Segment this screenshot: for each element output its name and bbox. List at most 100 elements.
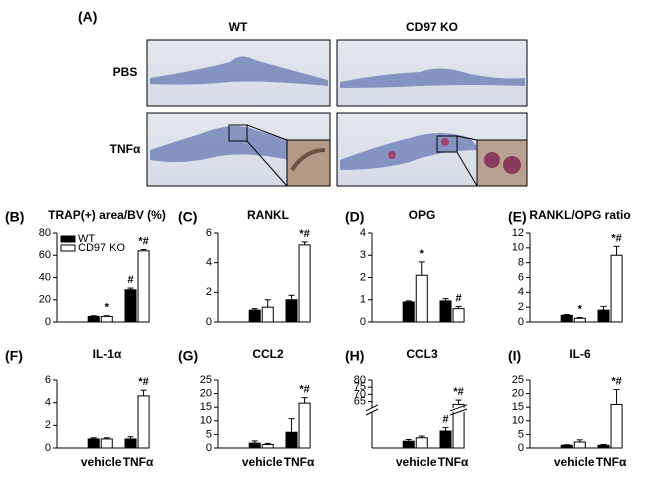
y-tick-label: 20 bbox=[200, 388, 212, 400]
annotation: *# bbox=[611, 232, 621, 244]
panel-label: (A) bbox=[78, 9, 97, 25]
panel-label: (I) bbox=[508, 348, 521, 364]
bar bbox=[597, 444, 610, 449]
x-tick-label: TNFα bbox=[123, 455, 154, 469]
x-tick-label: vehicle bbox=[396, 455, 437, 469]
x-tick-label: vehicle bbox=[81, 455, 122, 469]
annotation: * bbox=[420, 248, 425, 260]
x-tick-label: TNFα bbox=[438, 455, 469, 469]
bar bbox=[452, 308, 465, 323]
bar bbox=[560, 444, 573, 449]
bar bbox=[248, 309, 261, 323]
y-tick-label: 0 bbox=[45, 316, 51, 328]
y-tick-label: 2 bbox=[360, 271, 366, 283]
panel-label: (D) bbox=[345, 209, 364, 225]
y-tick-label: 4 bbox=[206, 257, 212, 269]
y-tick-label: 6 bbox=[45, 374, 51, 386]
y-tick-label: 0 bbox=[206, 442, 212, 454]
annotation: *# bbox=[453, 386, 463, 398]
panel-label: (E) bbox=[508, 209, 527, 225]
y-tick-label: 2 bbox=[518, 301, 524, 313]
y-tick-label: 0 bbox=[518, 316, 524, 328]
annotation: * bbox=[105, 302, 110, 314]
y-tick-label: 10 bbox=[512, 415, 524, 427]
y-tick-label: 8 bbox=[518, 257, 524, 269]
bar bbox=[100, 438, 113, 449]
chart-title: TRAP(+) area/BV (%) bbox=[48, 208, 166, 222]
legend-swatch bbox=[60, 244, 76, 252]
y-tick-label: 10 bbox=[200, 415, 212, 427]
y-tick-label: 65 bbox=[354, 395, 366, 407]
bar bbox=[87, 438, 100, 449]
y-tick-label: 15 bbox=[200, 401, 212, 413]
annotation: # bbox=[127, 274, 133, 286]
bar bbox=[285, 299, 298, 323]
panel-label: (G) bbox=[178, 348, 198, 364]
bar bbox=[137, 395, 150, 449]
y-tick-label: 0 bbox=[45, 442, 51, 454]
bar bbox=[402, 301, 415, 323]
bar bbox=[610, 254, 623, 323]
bar bbox=[298, 244, 311, 323]
axis-gap bbox=[366, 407, 378, 412]
y-tick-label: 6 bbox=[206, 227, 212, 239]
y-tick-label: 0 bbox=[206, 316, 212, 328]
y-tick-label: 20 bbox=[39, 294, 51, 306]
y-tick-label: 10 bbox=[512, 242, 524, 254]
y-tick-label: 1 bbox=[360, 294, 366, 306]
chart-title: CCL3 bbox=[406, 347, 438, 361]
y-tick-label: 15 bbox=[512, 401, 524, 413]
bar bbox=[402, 440, 415, 449]
y-tick-label: 4 bbox=[45, 397, 51, 409]
row-label: TNFα bbox=[110, 142, 141, 156]
column-label: WT bbox=[229, 20, 248, 34]
break-mark bbox=[449, 404, 468, 412]
panel-label: (F) bbox=[5, 348, 23, 364]
chart-title: IL-1α bbox=[93, 347, 122, 361]
y-tick-label: 4 bbox=[360, 227, 366, 239]
bar bbox=[248, 442, 261, 449]
row-label: PBS bbox=[113, 65, 138, 79]
chart-title: RANKL/OPG ratio bbox=[529, 208, 630, 222]
bar bbox=[261, 306, 274, 323]
chart-title: CCL2 bbox=[252, 347, 284, 361]
bar bbox=[573, 317, 586, 323]
legend-label: WT bbox=[78, 233, 95, 245]
bar-gap bbox=[452, 407, 466, 412]
bar bbox=[261, 443, 274, 449]
x-tick-label: TNFα bbox=[596, 455, 627, 469]
y-tick-label: 25 bbox=[512, 374, 524, 386]
bar bbox=[87, 315, 100, 323]
break-mark bbox=[365, 404, 379, 412]
bar bbox=[415, 437, 428, 449]
chart-title: OPG bbox=[409, 208, 436, 222]
bar bbox=[298, 402, 311, 449]
bar bbox=[137, 250, 150, 323]
panel-label: (B) bbox=[5, 209, 24, 225]
y-tick-label: 60 bbox=[39, 249, 51, 261]
bar bbox=[439, 300, 452, 323]
y-tick-label: 3 bbox=[360, 249, 366, 261]
panel-label: (C) bbox=[178, 209, 197, 225]
micrographs bbox=[146, 39, 528, 187]
annotation: # bbox=[455, 292, 461, 304]
bar bbox=[285, 431, 298, 449]
bar bbox=[415, 274, 428, 323]
legend-swatch bbox=[60, 235, 76, 243]
y-tick-label: 0 bbox=[360, 316, 366, 328]
y-tick-label: 5 bbox=[206, 428, 212, 440]
bar bbox=[610, 403, 623, 449]
y-tick-label: 70 bbox=[354, 388, 366, 400]
y-tick-label: 40 bbox=[39, 271, 51, 283]
break-mark bbox=[449, 408, 468, 416]
annotation: *# bbox=[299, 228, 309, 240]
y-tick-label: 6 bbox=[518, 271, 524, 283]
y-tick-label: 12 bbox=[512, 227, 524, 239]
bar bbox=[560, 314, 573, 323]
x-tick-label: TNFα bbox=[284, 455, 315, 469]
bar bbox=[124, 438, 137, 449]
y-tick-label: 75 bbox=[354, 381, 366, 393]
panel-label: (H) bbox=[345, 348, 364, 364]
y-tick-label: 2 bbox=[206, 286, 212, 298]
